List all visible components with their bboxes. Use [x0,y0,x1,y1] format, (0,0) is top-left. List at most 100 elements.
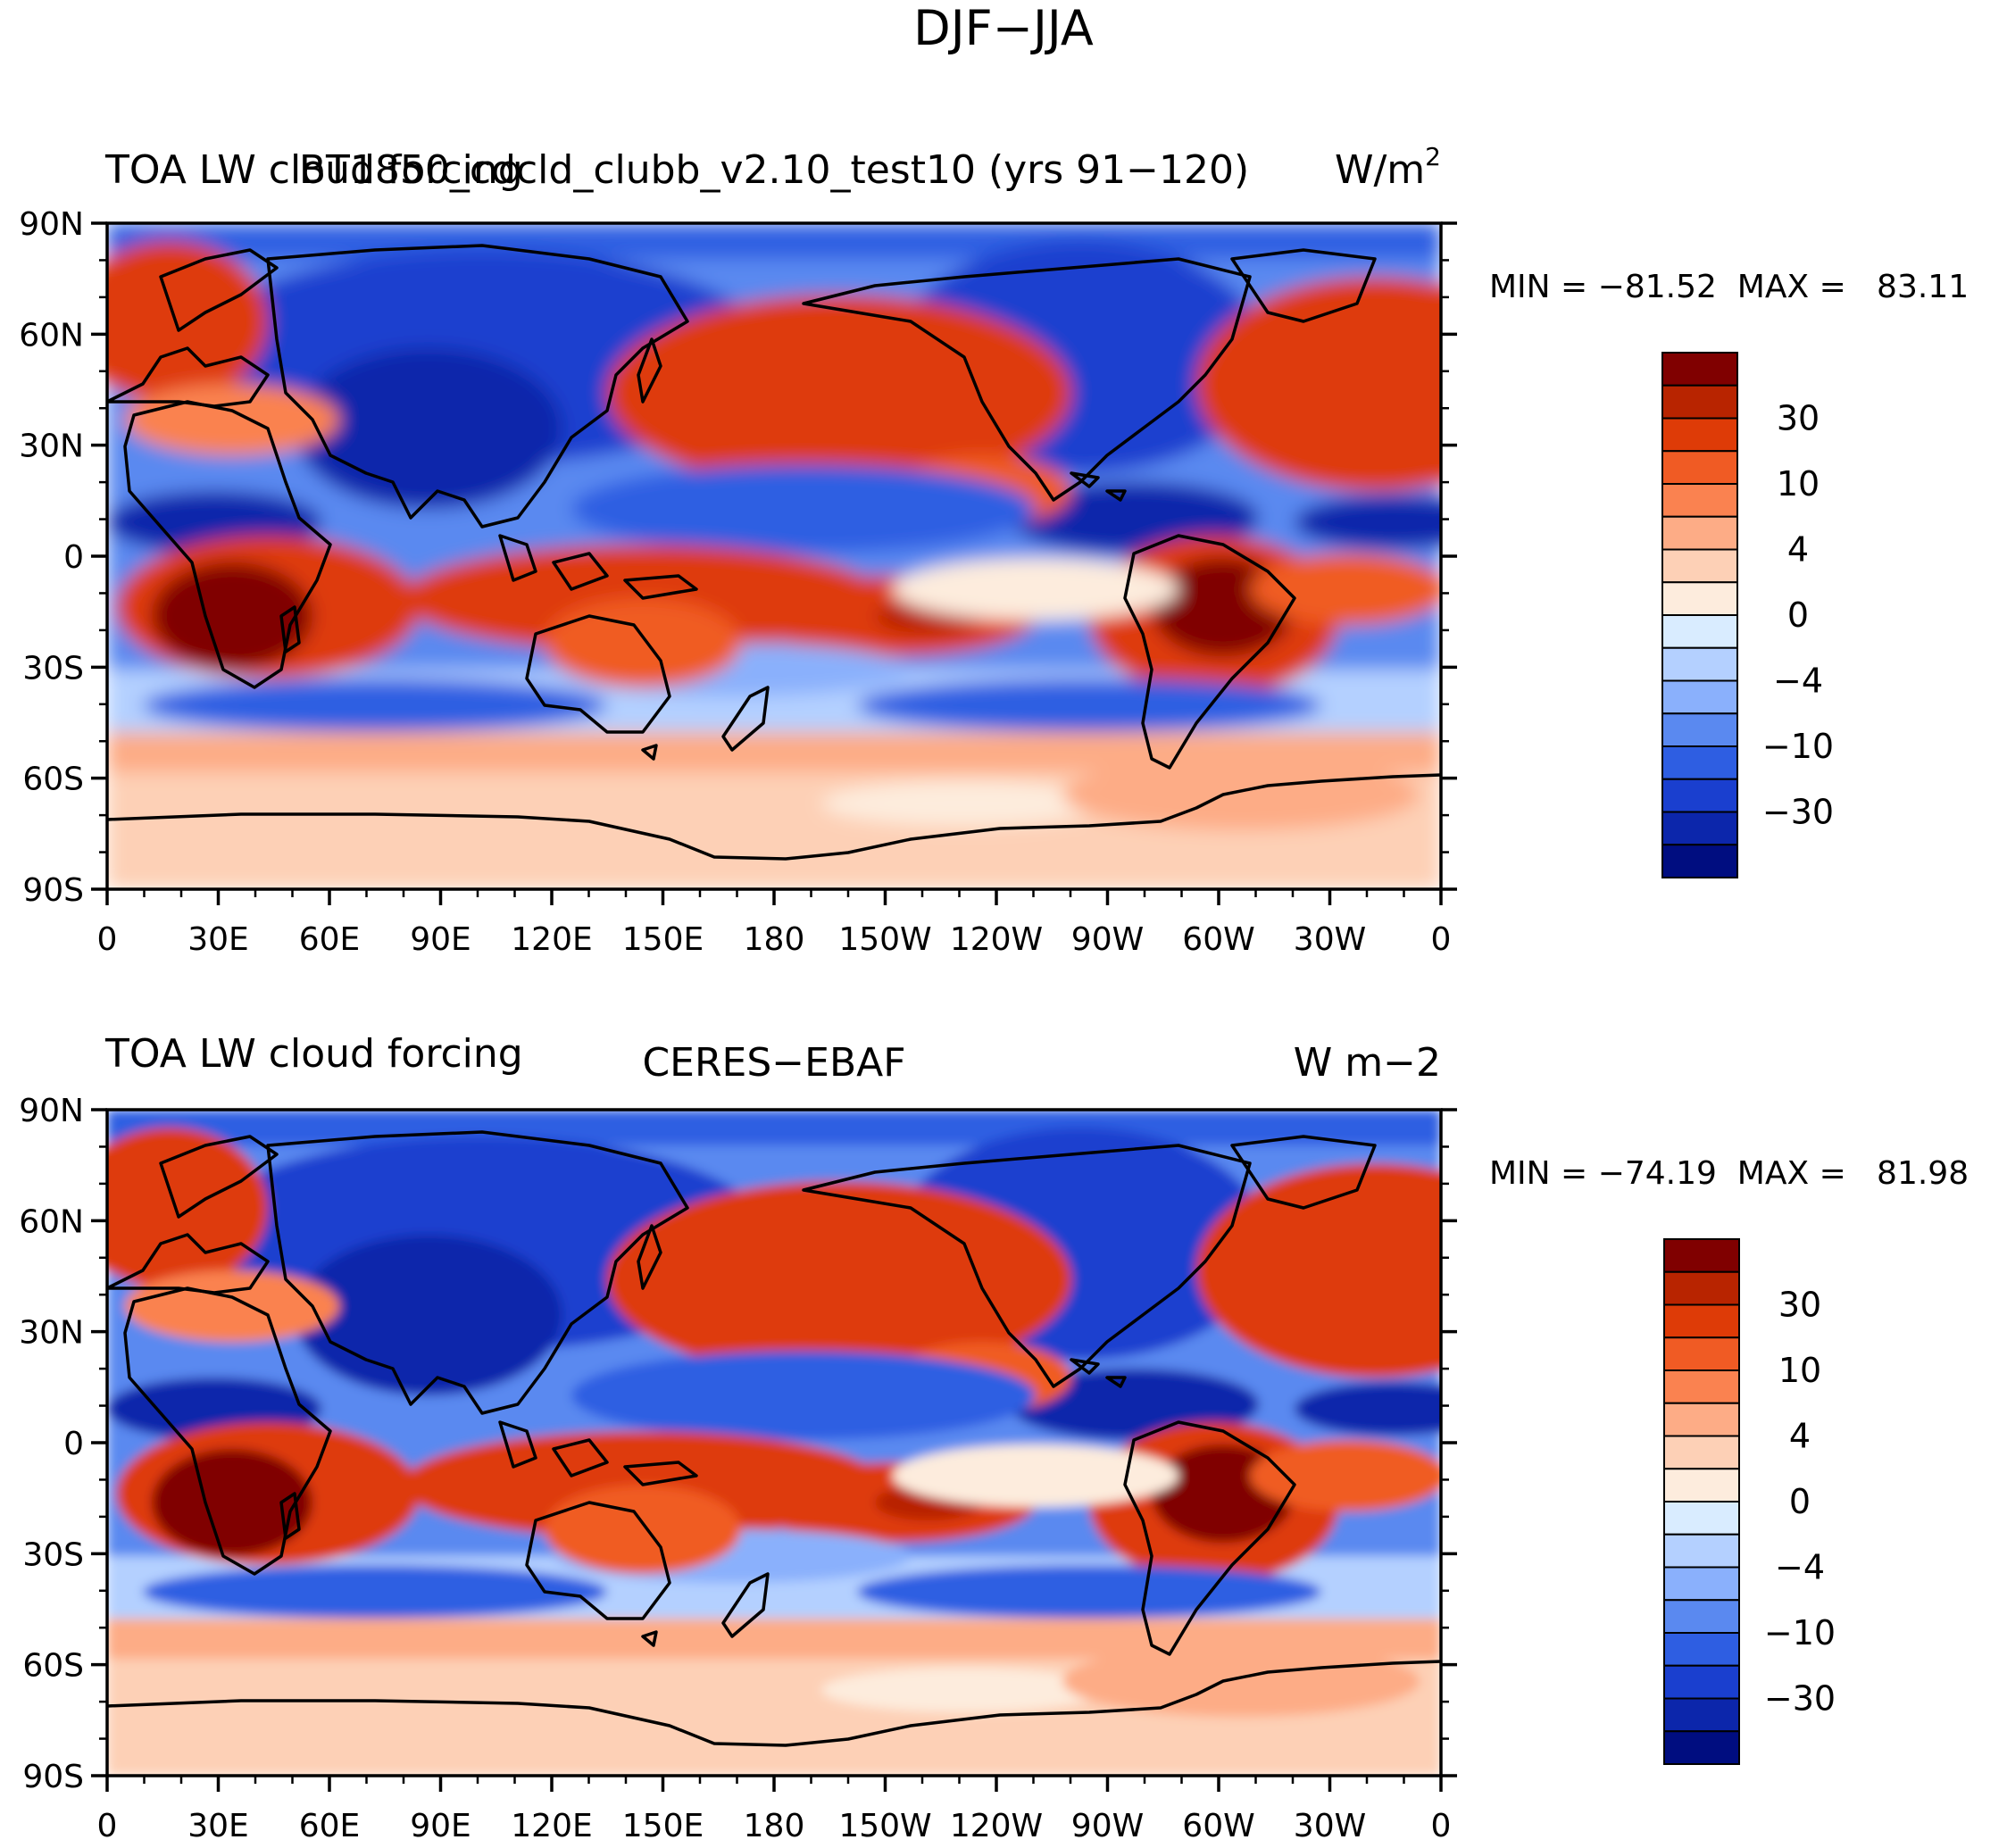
colorbar-box [1663,1435,1740,1470]
lon-label-top: 30E [187,921,249,958]
lat-label-bottom: 90N [19,1093,84,1129]
colorbar-box [1661,417,1738,453]
colorbar-box [1661,646,1738,682]
colorbar-box [1663,1238,1740,1273]
lat-label-bottom: 60N [19,1203,84,1240]
lat-label-top: 30S [22,650,84,687]
colorbar-box [1661,745,1738,780]
colorbar-label-top: −10 [1762,727,1834,766]
colorbar-box [1661,679,1738,715]
panel-top-stats: MIN = −81.52 MAX = 83.11 [1489,269,1969,305]
lat-label-top: 90S [22,872,84,909]
panel-top-center-title: BT1850_cdcld_clubb_v2.10_test10 (yrs 91−… [299,147,1249,193]
colorbar-box [1663,1599,1740,1634]
lon-label-bottom: 120E [511,1808,592,1844]
lon-label-top: 150W [838,921,931,958]
panel-bottom-center-title: CERES−EBAF [642,1040,905,1086]
colorbar-box [1663,1533,1740,1569]
colorbar-box [1661,483,1738,518]
lon-label-top: 60W [1182,921,1254,958]
lat-label-top: 60S [22,762,84,798]
colorbar-label-top: −30 [1762,793,1834,832]
colorbar-box [1661,548,1738,584]
lon-label-top: 120E [511,921,592,958]
lon-label-bottom: 30E [187,1808,249,1844]
lon-label-bottom: 30W [1294,1808,1366,1844]
colorbar-box [1661,844,1738,878]
colorbar-label-top: 10 [1777,464,1820,504]
panel-top-right-title: W/m2 [1335,142,1441,193]
lat-axis-bottom: 90N 60N 30N 0 30S 60S 90S [19,1093,1457,1795]
lon-label-bottom: 120W [950,1808,1043,1844]
lon-label-top: 120W [950,921,1043,958]
colorbar-label-bottom: 10 [1778,1351,1821,1390]
colorbar-box [1661,450,1738,485]
panel-bottom-right-title: W m−2 [1294,1040,1441,1086]
lon-axis-top: 0 30E 60E 90E 120E 150E 180 150W 120W 90W 60W 30W 0 [97,889,1452,958]
colorbar-box [1663,1303,1740,1339]
colorbar-box [1663,1270,1740,1306]
colorbar-box [1663,1468,1740,1503]
colorbar-top: 30 10 4 0 −4 −10 −30 [1661,352,1834,878]
colorbar-box [1661,384,1738,420]
colorbar-box [1663,1336,1740,1371]
colorbar-label-bottom: −10 [1764,1613,1836,1652]
lat-axis-top: 90N 60N 30N 0 30S 60S 90S [19,206,1457,909]
lon-label-top: 180 [744,921,805,958]
panel-bottom-left-title: TOA LW cloud forcing [104,1031,523,1077]
panel-top-left-title: TOA LW cloud forcing [104,147,523,193]
colorbar-box [1663,1369,1740,1404]
lon-label-top: 90E [410,921,471,958]
colorbar-box [1663,1697,1740,1733]
lat-label-bottom: 30N [19,1315,84,1352]
colorbar-bottom: 30 10 4 0 −4 −10 −30 [1663,1238,1836,1765]
colorbar-box [1663,1664,1740,1700]
lat-label-top: 60N [19,317,84,354]
map-field-top [107,223,1441,889]
colorbar-box [1663,1566,1740,1602]
lon-label-top: 0 [97,921,118,958]
lat-label-top: 30N [19,429,84,465]
colorbar-box [1661,712,1738,747]
lon-axis-bottom: 0 30E 60E 90E 120E 150E 180 150W 120W 90W 60W 30W 0 [97,1776,1452,1844]
lon-label-bottom: 60E [299,1808,361,1844]
figure-title: DJF−JJA [913,0,1094,56]
lon-label-top: 150E [622,921,704,958]
lat-label-top: 90N [19,206,84,243]
colorbar-box [1661,778,1738,813]
colorbar-label-bottom: −30 [1764,1679,1836,1719]
panel-top: TOA LW cloud forcing BT1850_cdcld_clubb_… [19,142,1969,958]
colorbar-label-bottom: 30 [1778,1286,1821,1325]
lon-label-bottom: 0 [97,1808,118,1844]
panel-bottom: TOA LW cloud forcing CERES−EBAF W m−2 90… [19,1031,1969,1844]
lon-label-bottom: 180 [744,1808,805,1844]
colorbar-label-bottom: 0 [1789,1482,1811,1521]
lat-label-top: 0 [63,539,84,576]
map-field-bottom [107,1110,1441,1776]
colorbar-box [1663,1730,1740,1765]
colorbar-label-bottom: 4 [1789,1417,1811,1456]
colorbar-label-top: 30 [1777,399,1820,438]
colorbar-box [1663,1402,1740,1437]
lat-label-bottom: 90S [22,1759,84,1795]
colorbar-label-bottom: −4 [1775,1548,1825,1587]
lon-label-bottom: 60W [1182,1808,1254,1844]
lon-label-top: 60E [299,921,361,958]
lon-label-top: 30W [1294,921,1366,958]
colorbar-box [1663,1501,1740,1536]
lat-label-bottom: 30S [22,1536,84,1573]
colorbar-box [1661,352,1738,387]
colorbar-label-top: 4 [1787,530,1809,570]
colorbar-box [1661,614,1738,649]
colorbar-box [1661,811,1738,846]
lon-label-top: 0 [1431,921,1452,958]
panel-bottom-stats: MIN = −74.19 MAX = 81.98 [1489,1155,1969,1192]
colorbar-label-top: 0 [1787,595,1809,635]
lon-label-top: 90W [1071,921,1144,958]
lat-label-bottom: 0 [63,1426,84,1462]
colorbar-label-top: −4 [1773,662,1823,701]
lon-label-bottom: 90W [1071,1808,1144,1844]
lon-label-bottom: 0 [1431,1808,1452,1844]
lat-label-bottom: 60S [22,1648,84,1685]
